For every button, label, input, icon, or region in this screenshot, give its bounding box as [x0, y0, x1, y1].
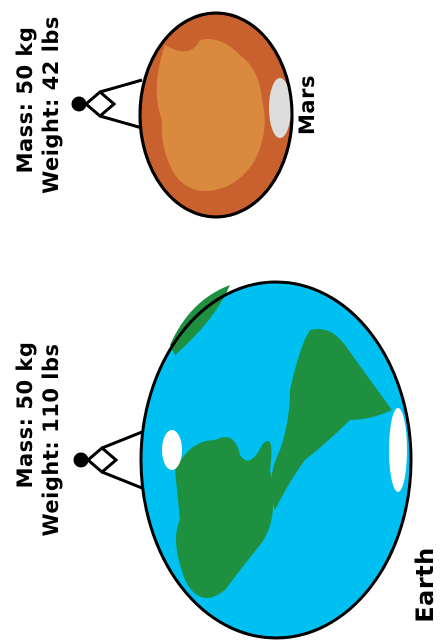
- mars-outline: [138, 11, 294, 219]
- person-mars: [71, 78, 143, 130]
- mass-label: Mass: 50 kg: [13, 27, 37, 174]
- mars-surface: [156, 39, 265, 191]
- mars-group: Mass: 50 kg Weight: 42 lbs Mars: [13, 11, 319, 219]
- planet-name: Mars: [295, 75, 319, 135]
- earth-outline: [139, 280, 413, 640]
- earth-land: [175, 437, 274, 598]
- mars-ice-cap: [269, 78, 291, 138]
- earth-ice: [162, 430, 182, 470]
- person-earth: [73, 430, 143, 490]
- earth-group: Mass: 50 kg Weight: 110 lbs Earth: [13, 280, 439, 640]
- earth-land: [271, 329, 392, 510]
- weight-label: Weight: 110 lbs: [39, 344, 63, 537]
- planet-name: Earth: [411, 547, 439, 622]
- earth-ice: [389, 408, 407, 492]
- weight-label: Weight: 42 lbs: [39, 16, 63, 194]
- mass-label: Mass: 50 kg: [13, 342, 37, 489]
